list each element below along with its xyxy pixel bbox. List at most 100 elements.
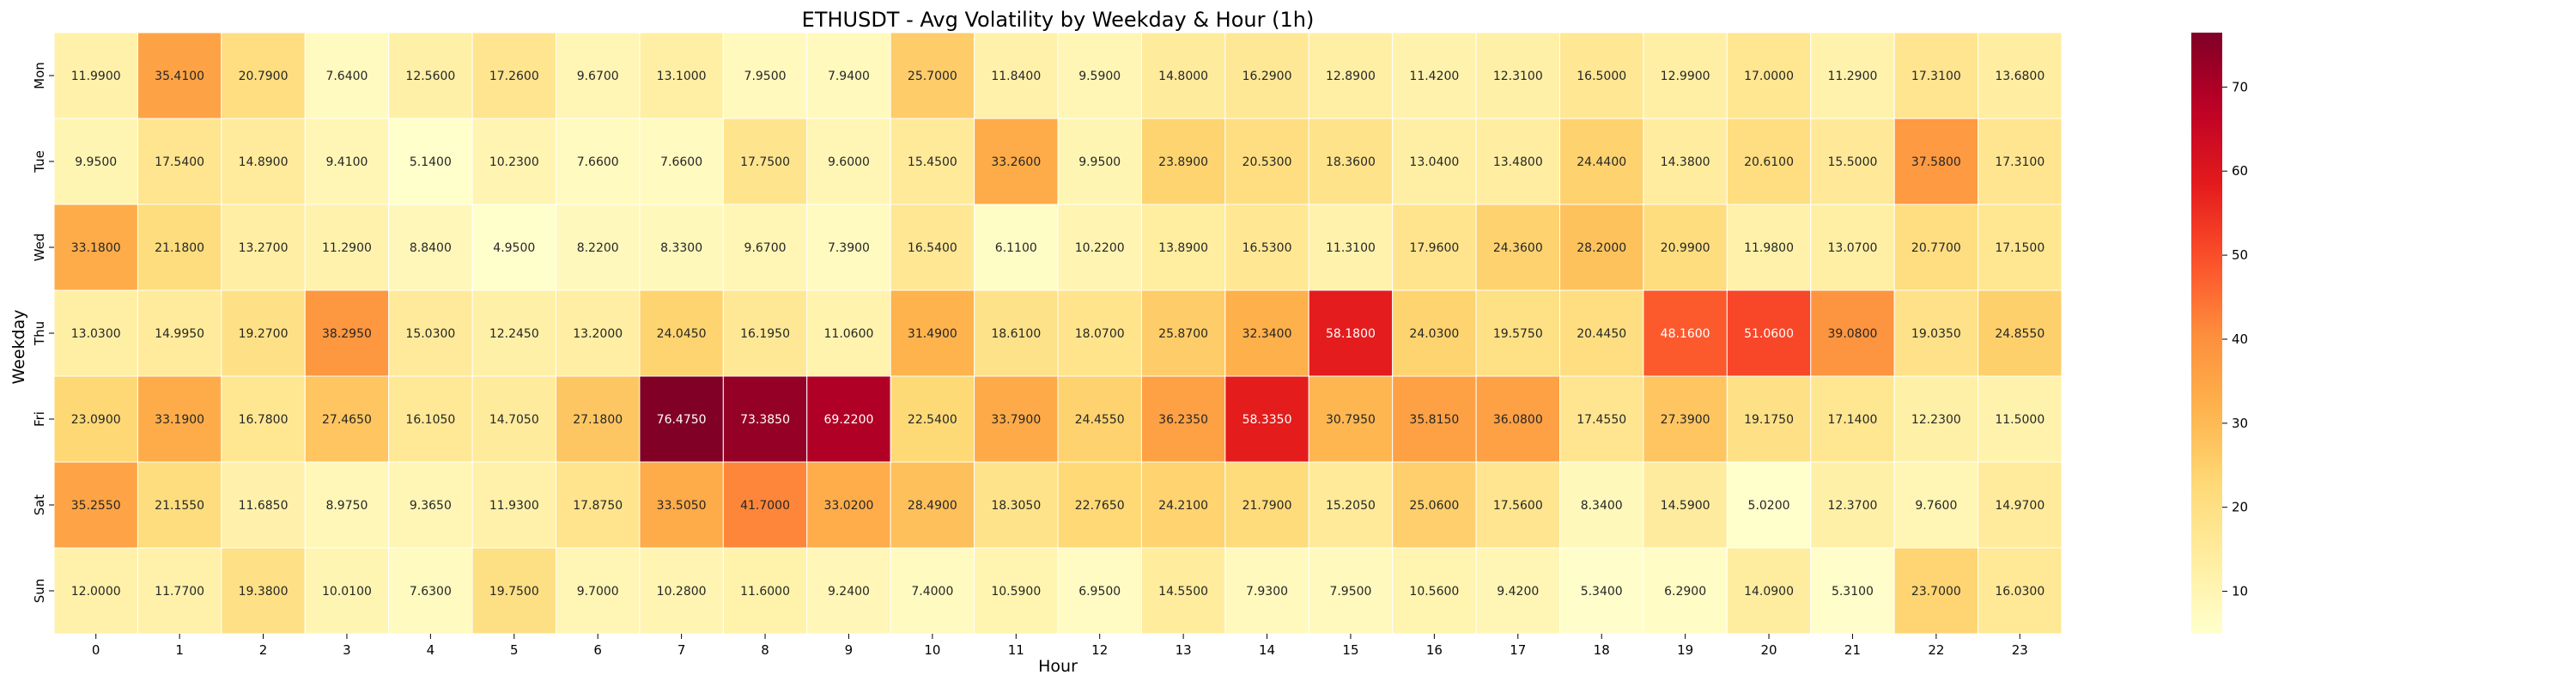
x-tick-label: 16 [1426,642,1443,658]
cell-value-label: 19.5750 [1493,327,1543,341]
cell-value-label: 23.0900 [71,413,121,427]
heatmap-cell-mon-21 [1810,32,1895,119]
heatmap-cell-thu-21 [1810,289,1895,377]
cell-value-label: 27.3900 [1661,413,1710,427]
colorbar-tick-label: 20 [2232,500,2248,515]
cell-value-label: 16.1950 [740,327,790,341]
y-axis-label: Weekday [9,309,28,384]
cell-value-label: 15.2050 [1326,499,1376,513]
cell-value-label: 20.9900 [1661,241,1710,255]
heatmap-cell-mon-17 [1475,32,1561,119]
cell-value-label: 48.1600 [1661,327,1710,341]
cell-value-label: 9.4100 [325,155,368,169]
cell-value-label: 8.3400 [1581,499,1623,513]
colorbar-tick-label: 30 [2232,416,2248,431]
heatmap-cell-fri-15 [1308,375,1394,463]
cell-value-label: 12.5600 [405,70,455,83]
cell-value-label: 58.3350 [1242,413,1292,427]
x-tick-label: 8 [761,642,769,658]
cell-value-label: 13.0300 [71,327,121,341]
cell-value-label: 14.9700 [1995,499,2044,513]
heatmap-cell-sun-21 [1810,547,1895,635]
heatmap-cell-sat-18 [1559,461,1644,549]
heatmap-cell-sun-17 [1475,547,1561,635]
heatmap-cell-thu-16 [1392,289,1477,377]
cell-value-label: 21.7900 [1242,499,1292,513]
heatmap-cell-sun-19 [1643,547,1728,635]
heatmap-cell-mon-22 [1893,32,1979,119]
cell-value-label: 19.2700 [239,327,289,341]
heatmap-cell-wed-10 [890,204,975,291]
heatmap-cell-mon-1 [137,32,222,119]
heatmap-cell-sat-13 [1140,461,1226,549]
heatmap-cell-sat-5 [471,461,556,549]
y-tick-label: Fri [32,411,47,427]
cell-value-label: 28.2000 [1577,241,1626,255]
heatmap-cell-sun-1 [137,547,222,635]
x-tick-label: 13 [1176,642,1192,658]
cell-value-label: 19.7500 [489,585,539,599]
cell-value-label: 16.5300 [1242,241,1292,255]
heatmap-cell-tue-22 [1893,118,1979,205]
heatmap-cell-thu-12 [1057,289,1142,377]
heatmap-cell-mon-7 [639,32,724,119]
cell-value-label: 17.5600 [1493,499,1543,513]
heatmap-cell-sat-11 [974,461,1059,549]
heatmap-cell-wed-1 [137,204,222,291]
cell-value-label: 11.7700 [155,585,204,599]
heatmap-cell-sat-10 [890,461,975,549]
cell-value-label: 58.1800 [1326,327,1376,341]
heatmap-cell-fri-5 [471,375,556,463]
cell-value-label: 22.7650 [1075,499,1125,513]
cell-value-label: 13.2000 [573,327,623,341]
cell-value-label: 5.3400 [1581,585,1623,599]
cell-value-label: 16.5400 [908,241,957,255]
heatmap-cell-sun-18 [1559,547,1644,635]
heatmap-cell-mon-19 [1643,32,1728,119]
heatmap-cell-sat-20 [1726,461,1812,549]
heatmap-cell-tue-13 [1140,118,1226,205]
cell-value-label: 9.7600 [1915,499,1957,513]
heatmap-cell-thu-15 [1308,289,1394,377]
cell-value-label: 18.3050 [991,499,1041,513]
heatmap-cell-wed-5 [471,204,556,291]
heatmap-cell-mon-16 [1392,32,1477,119]
cell-value-label: 17.4550 [1577,413,1626,427]
cell-value-label: 24.0450 [657,327,707,341]
heatmap-cell-sat-21 [1810,461,1895,549]
x-tick-label: 14 [1259,642,1275,658]
cell-value-label: 14.9950 [155,327,204,341]
cell-value-label: 10.2800 [657,585,707,599]
cell-value-label: 10.5600 [1409,585,1459,599]
cell-value-label: 16.5000 [1577,70,1626,83]
cell-value-label: 11.5000 [1995,413,2044,427]
heatmap-cell-sun-20 [1726,547,1812,635]
cell-value-label: 21.1800 [155,241,204,255]
cell-value-label: 10.5900 [991,585,1041,599]
cell-value-label: 6.2900 [1664,585,1706,599]
cell-value-label: 13.2700 [239,241,289,255]
cell-value-label: 5.3100 [1832,585,1874,599]
x-tick-label: 6 [593,642,602,658]
cell-value-label: 14.5500 [1158,585,1208,599]
heatmap-cell-mon-5 [471,32,556,119]
cell-value-label: 19.3800 [239,585,289,599]
heatmap-cell-fri-18 [1559,375,1644,463]
cell-value-label: 20.6100 [1744,155,1794,169]
heatmap-cell-sat-1 [137,461,222,549]
heatmap-cell-mon-0 [53,32,138,119]
cell-value-label: 15.0300 [405,327,455,341]
heatmap-cell-wed-19 [1643,204,1728,291]
heatmap-cell-sun-15 [1308,547,1394,635]
cell-value-label: 11.6850 [239,499,289,513]
cell-value-label: 24.0300 [1409,327,1459,341]
x-axis-ticks: 0 1 2 3 4 5 6 7 8 9 10 11 12 13 14 15 16 17 18 19 20 21 22 23 [92,634,2028,658]
heatmap-cell-thu-9 [806,289,891,377]
heatmap-cell-fri-17 [1475,375,1561,463]
heatmap-cell-thu-22 [1893,289,1979,377]
cell-value-label: 11.4200 [1409,70,1459,83]
cell-value-label: 4.9500 [493,241,535,255]
x-tick-label: 4 [427,642,435,658]
cell-value-label: 22.5400 [908,413,957,427]
heatmap-cell-sun-0 [53,547,138,635]
